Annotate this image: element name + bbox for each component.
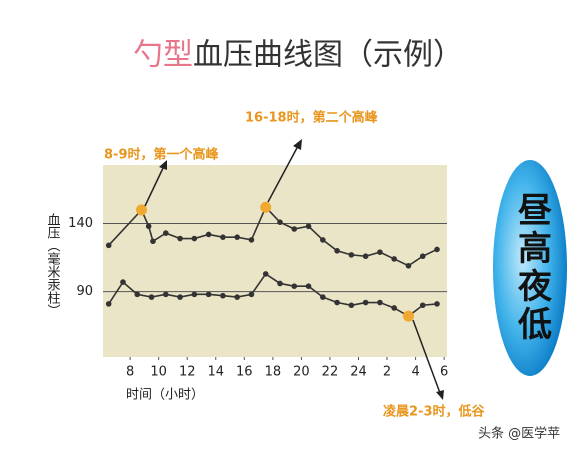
- data-point: [291, 283, 298, 289]
- data-point: [191, 235, 198, 242]
- data-point: [434, 301, 440, 307]
- side-note: 昼高夜低: [512, 192, 553, 344]
- data-point: [291, 226, 298, 232]
- annotation: 16-18时，第二个高峰: [245, 110, 379, 126]
- data-point: [391, 256, 397, 262]
- data-point: [277, 280, 283, 287]
- data-point: [105, 301, 112, 307]
- data-point: [120, 279, 126, 285]
- data-point: [205, 231, 212, 238]
- data-point: [234, 294, 240, 300]
- data-point: [145, 223, 152, 230]
- x-tick-label: 10: [150, 365, 167, 380]
- data-point: [136, 204, 148, 216]
- x-tick-label: 6: [440, 365, 448, 380]
- x-tick-label: 8: [126, 365, 134, 380]
- data-point: [177, 294, 183, 300]
- annotation: 凌晨2-3时，低谷: [383, 404, 485, 420]
- data-point: [205, 291, 212, 298]
- plot-area: [103, 165, 447, 357]
- data-point: [134, 291, 141, 298]
- data-point: [362, 299, 369, 306]
- y-tick-label: 140: [68, 216, 93, 231]
- data-point: [148, 294, 155, 300]
- data-point: [419, 253, 426, 260]
- data-point: [248, 237, 255, 243]
- data-point: [220, 234, 226, 240]
- data-point: [348, 252, 355, 258]
- data-point: [177, 235, 183, 242]
- data-point: [248, 291, 255, 298]
- x-tick-label: 4: [411, 365, 419, 380]
- data-point: [391, 305, 397, 311]
- data-point: [320, 237, 326, 243]
- data-point: [277, 219, 283, 225]
- watermark: 头条 @医学苹: [478, 426, 560, 442]
- chart-title: 血压曲线图（示例）: [193, 38, 463, 73]
- x-tick-label: 12: [179, 365, 196, 380]
- x-tick-label: 18: [265, 365, 282, 380]
- data-point: [150, 238, 156, 245]
- x-tick-label: 2: [383, 365, 391, 380]
- data-point: [419, 302, 426, 309]
- data-point: [320, 294, 326, 300]
- data-point: [234, 234, 240, 240]
- data-point: [163, 291, 169, 298]
- x-tick-label: 20: [293, 365, 310, 380]
- data-point: [348, 302, 355, 309]
- data-point: [434, 246, 440, 253]
- data-point: [405, 262, 412, 269]
- data-point: [377, 249, 383, 255]
- data-point: [334, 247, 340, 254]
- x-tick-label: 22: [322, 365, 339, 380]
- x-axis-label: 时间（小时）: [126, 388, 204, 403]
- annotation: 8-9时，第一个高峰: [104, 147, 219, 163]
- title-highlight: 勺型: [133, 38, 193, 73]
- data-point: [163, 230, 169, 236]
- x-tick-label: 24: [350, 365, 367, 380]
- data-point: [260, 201, 272, 213]
- y-axis-label: 血压（毫米汞柱）: [45, 213, 61, 317]
- x-tick-label: 16: [236, 365, 253, 380]
- data-point: [377, 299, 383, 306]
- arrows: [144, 139, 444, 400]
- data-point: [105, 242, 112, 249]
- data-point: [262, 271, 269, 277]
- data-point: [402, 310, 414, 322]
- data-point: [362, 253, 369, 260]
- data-point: [305, 223, 312, 230]
- data-point: [220, 292, 226, 299]
- data-point: [334, 299, 340, 306]
- data-point: [305, 283, 312, 289]
- x-tick-label: 14: [207, 365, 224, 380]
- data-point: [191, 291, 198, 298]
- y-tick-label: 90: [76, 284, 93, 299]
- side-badge: [493, 160, 567, 376]
